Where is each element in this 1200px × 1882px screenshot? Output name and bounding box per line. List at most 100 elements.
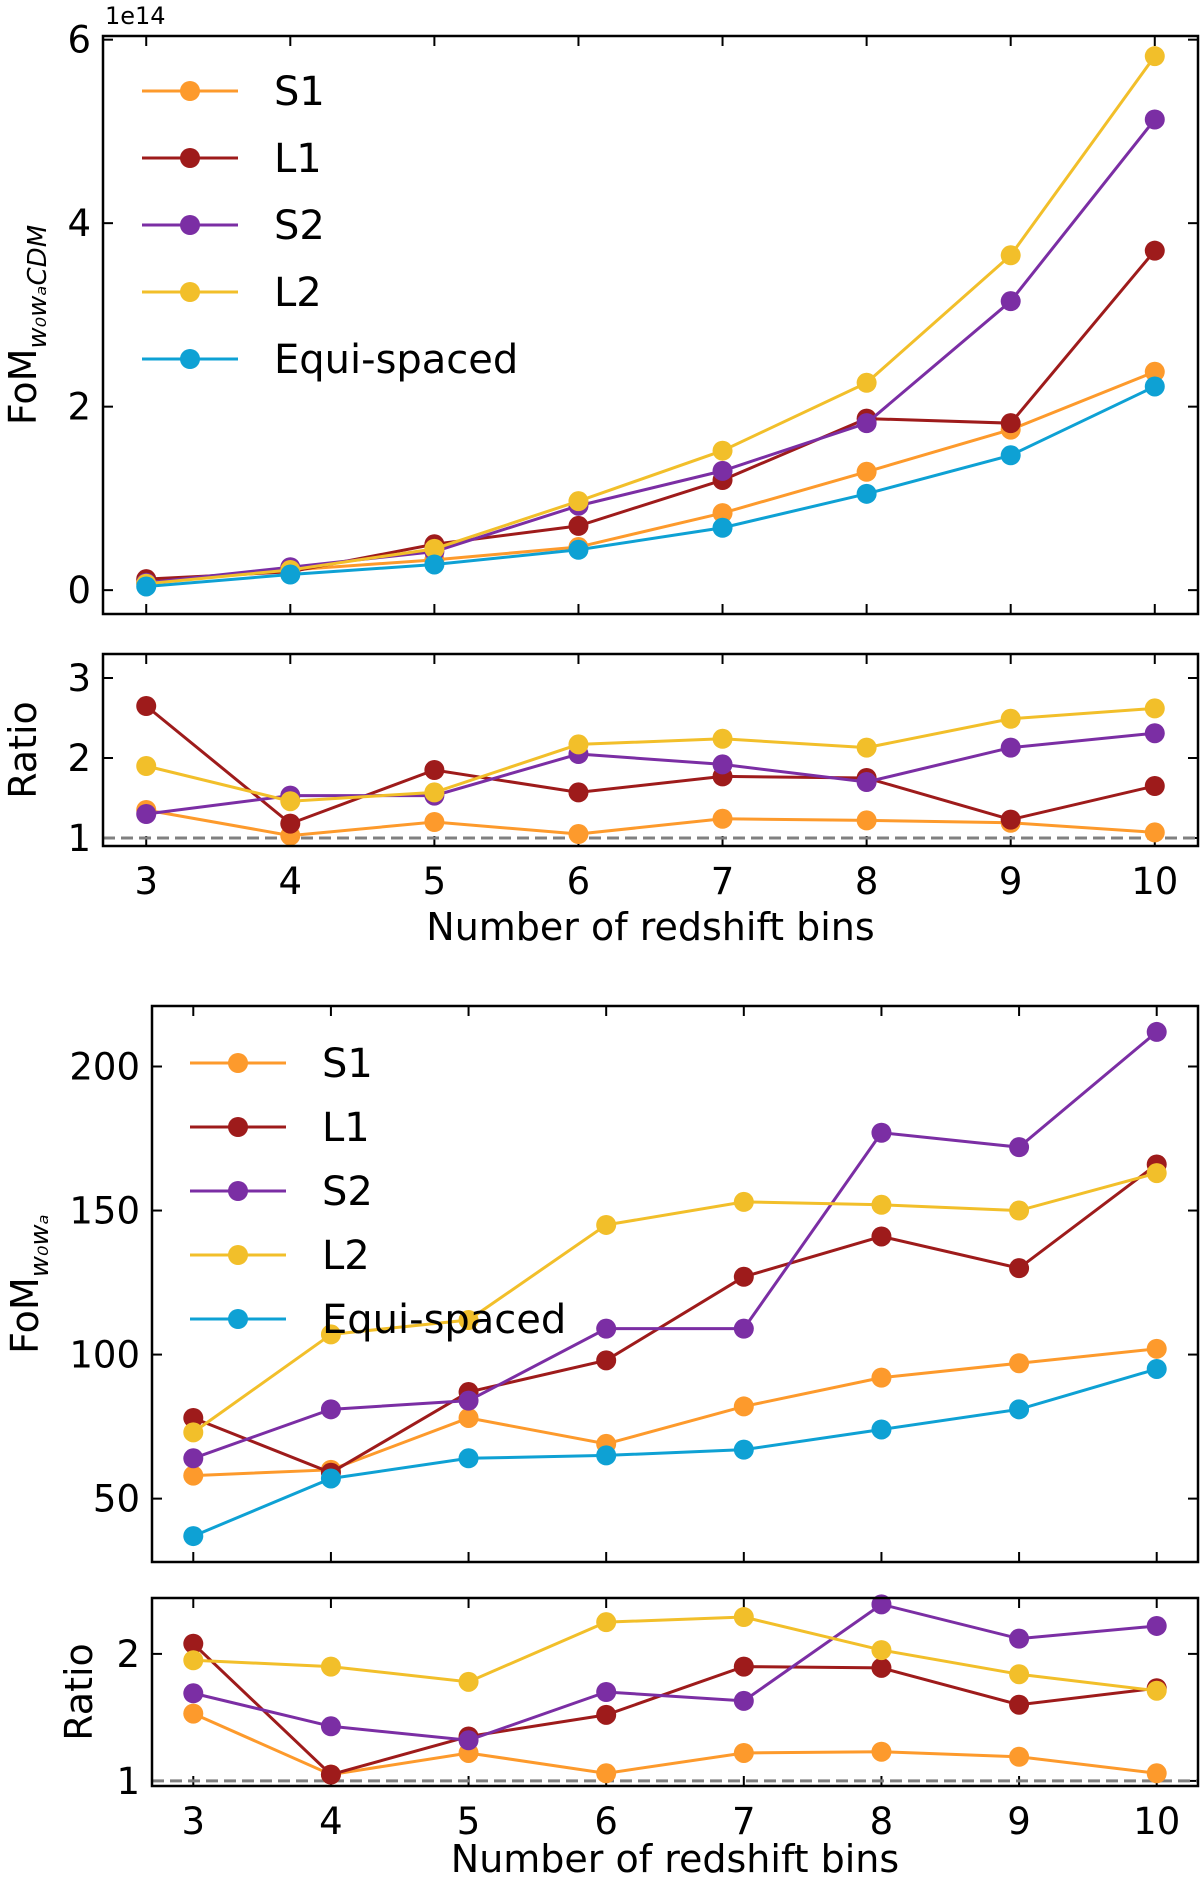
data-point <box>871 1741 892 1762</box>
series-line <box>145 706 1155 803</box>
data-point <box>568 515 589 536</box>
data-point <box>712 440 733 461</box>
legend-item: Equi-spaced <box>190 1297 566 1343</box>
x-tick-label: 8 <box>855 860 879 903</box>
data-point <box>596 1682 617 1702</box>
y-axis-label: FoMw₀wₐ <box>3 1214 55 1354</box>
data-point <box>712 517 733 538</box>
data-point <box>1144 723 1165 744</box>
data-point <box>1000 737 1021 758</box>
y-axis-label: FoMw₀wₐCDM <box>1 225 53 425</box>
data-point <box>733 1656 754 1677</box>
data-point <box>856 461 877 482</box>
data-point <box>320 1656 341 1677</box>
x-tick-label: 4 <box>279 860 303 903</box>
legend-item: S2 <box>190 1169 373 1215</box>
legend-marker <box>180 81 200 101</box>
legend-label: S1 <box>322 1041 373 1087</box>
data-point <box>458 1407 479 1428</box>
data-point <box>183 1633 204 1654</box>
data-point <box>136 696 157 716</box>
legend-marker <box>180 282 200 302</box>
x-tick-label: 3 <box>182 1800 206 1843</box>
data-point <box>1146 1021 1167 1042</box>
series-equi-spaced <box>136 376 1165 597</box>
data-point <box>871 1594 892 1615</box>
data-point <box>712 460 733 481</box>
y-tick-label: 100 <box>69 1334 140 1377</box>
data-point <box>856 737 877 758</box>
x-tick-label: 4 <box>319 1800 343 1843</box>
legend-item: L2 <box>190 1233 370 1279</box>
x-tick-label: 5 <box>457 1800 481 1843</box>
data-point <box>568 782 589 803</box>
series-s2 <box>183 1021 1167 1469</box>
legend-item: S1 <box>190 1041 373 1087</box>
x-tick-label: 5 <box>423 860 447 903</box>
data-point <box>733 1318 754 1339</box>
data-point <box>1144 361 1165 382</box>
data-point <box>871 1226 892 1247</box>
data-point <box>733 1191 754 1212</box>
axes-frame <box>101 34 1200 616</box>
data-point <box>1009 1353 1030 1374</box>
y-tick-label: 6 <box>67 19 91 62</box>
legend-marker <box>180 215 200 235</box>
data-point <box>871 1367 892 1388</box>
y-axis-label-main: FoM <box>3 1277 47 1354</box>
data-point <box>1144 776 1165 796</box>
axes-frame <box>150 1004 1200 1564</box>
data-point <box>1146 1615 1167 1636</box>
legend-marker <box>180 148 200 168</box>
data-point <box>871 1657 892 1678</box>
data-point <box>1009 1200 1030 1221</box>
data-point <box>568 824 589 844</box>
data-point <box>136 576 157 597</box>
y-tick-label: 4 <box>67 202 91 245</box>
legend-item: L2 <box>142 270 322 316</box>
series-line <box>192 1602 1157 1742</box>
y-axis-label-subscript: w₀wₐ <box>25 1214 55 1277</box>
data-point <box>183 1683 204 1704</box>
data-point <box>1000 291 1021 312</box>
data-point <box>458 1448 479 1469</box>
legend-marker <box>180 349 200 369</box>
series-l2 <box>136 46 1165 594</box>
series-line <box>192 1163 1158 1475</box>
data-point <box>568 491 589 512</box>
legend-label: S2 <box>322 1169 373 1215</box>
data-point <box>1144 376 1165 397</box>
x-tick-label: 10 <box>1133 1800 1180 1843</box>
series-line <box>145 808 1155 838</box>
data-point <box>320 1399 341 1420</box>
data-point <box>458 1730 479 1751</box>
series-l2 <box>183 1163 1167 1443</box>
y-axis-label: Ratio <box>1 701 45 799</box>
data-point <box>1000 445 1021 466</box>
x-tick-label: 9 <box>999 860 1023 903</box>
y-axis-label-main: Ratio <box>1 701 45 799</box>
data-point <box>1000 245 1021 266</box>
series-line <box>192 1712 1157 1777</box>
data-point <box>733 1742 754 1763</box>
legend-item: Equi-spaced <box>142 337 518 383</box>
data-point <box>856 772 877 792</box>
x-axis-label: Number of redshift bins <box>451 1837 899 1881</box>
y-tick-label: 2 <box>67 386 91 429</box>
data-point <box>320 1324 341 1345</box>
series-line <box>192 1367 1158 1538</box>
legend-item: L1 <box>190 1105 370 1151</box>
axes-frame <box>150 1596 1200 1788</box>
panel-3: 50 100 150 200 S1 L1 S2 L2 Equi-spaced FoMw₀wₐ <box>3 1004 1200 1564</box>
data-point <box>183 1650 204 1671</box>
y-axis-label-main: FoM <box>1 349 45 426</box>
x-tick-label: 8 <box>870 1800 894 1843</box>
data-point <box>280 564 301 585</box>
y-tick-label: 150 <box>69 1190 140 1233</box>
data-point <box>136 804 157 824</box>
data-point <box>712 808 733 829</box>
data-point <box>1009 1628 1030 1649</box>
data-point <box>280 791 301 812</box>
data-point <box>856 483 877 504</box>
